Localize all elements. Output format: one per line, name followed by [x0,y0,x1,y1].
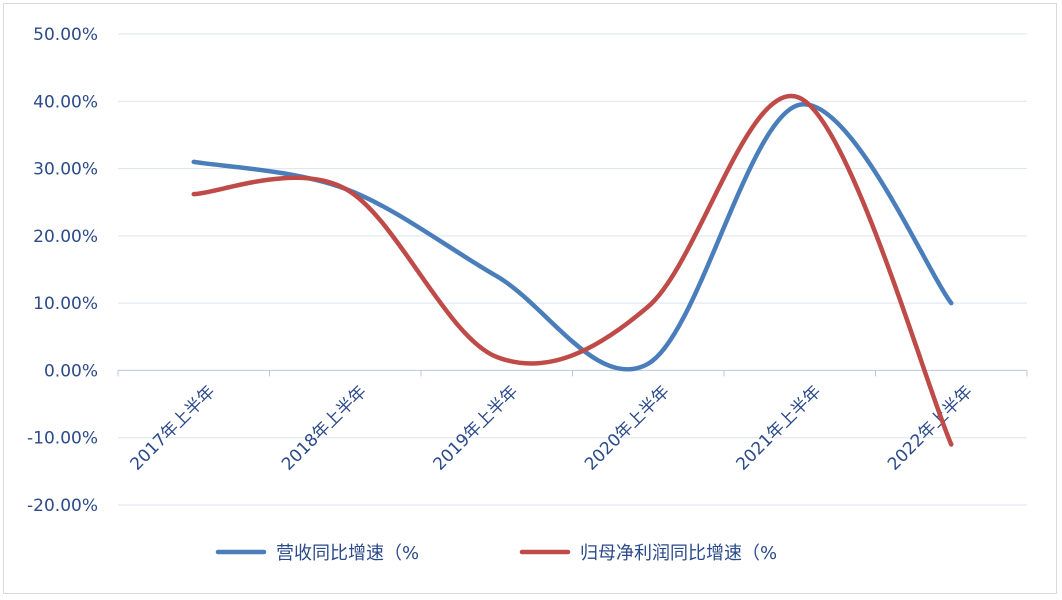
x-tick-label: 2020年上半年 [581,382,674,475]
x-tick-label: 2018年上半年 [278,382,371,475]
y-tick-label: 50.00% [33,25,98,45]
legend-label-1: 营收同比增速（% [276,543,419,564]
x-tick-label: 2021年上半年 [732,382,825,475]
x-axis-ticks: 2017年上半年 2018年上半年 2019年上半年 2020年上半年 2021年上半年… [126,382,976,475]
chart-frame [3,3,1057,594]
x-tick-label: 2019年上半年 [429,382,522,475]
y-axis-ticks: -20.00% -10.00% 0.00% 10.00% 20.00% 30.00% 40.… [27,25,98,516]
legend: 营收同比增速（% 归母净利润同比增速（% [215,543,777,564]
y-tick-label: 10.00% [33,294,98,314]
x-tick-label: 2017年上半年 [126,382,219,475]
y-tick-label: 0.00% [44,361,98,381]
y-tick-label: 20.00% [33,227,98,247]
y-tick-label: 40.00% [33,92,98,112]
y-tick-label: -20.00% [27,496,98,516]
y-tick-label: 30.00% [33,160,98,180]
legend-label-2: 归母净利润同比增速（% [580,543,777,564]
series-lines [191,93,954,447]
series-line-2 [191,93,954,447]
y-tick-label: -10.00% [27,429,98,449]
x-tick-label: 2022年上半年 [884,382,977,475]
